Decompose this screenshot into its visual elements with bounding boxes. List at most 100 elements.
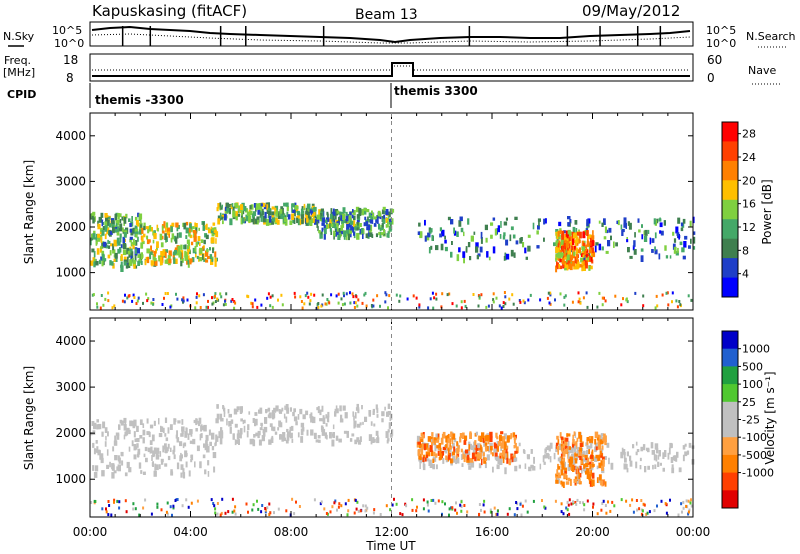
colorbar-tick-label: 1000 (742, 343, 770, 356)
range-cell (654, 232, 657, 239)
range-cell (319, 233, 322, 239)
range-cell (590, 457, 593, 462)
range-cell (644, 229, 648, 236)
range-cell (651, 238, 655, 243)
range-cell (119, 235, 122, 243)
noise-cell (317, 302, 320, 305)
range-cell (557, 448, 559, 455)
range-cell (297, 215, 300, 221)
noise-cell (273, 511, 275, 515)
range-cell (379, 227, 382, 232)
range-cell (424, 219, 426, 226)
range-cell (214, 251, 217, 258)
range-cell (217, 215, 222, 221)
noise-cell (91, 293, 94, 297)
range-cell (205, 223, 208, 230)
range-cell (353, 425, 356, 429)
range-cell (156, 224, 159, 231)
noise-cell (166, 501, 169, 505)
noise-cell (214, 511, 217, 515)
range-cell (211, 432, 215, 440)
noise-cell (578, 297, 581, 301)
range-cell (555, 479, 559, 484)
range-cell (503, 433, 507, 440)
range-cell (467, 449, 471, 456)
noise-cell (426, 500, 429, 504)
noise-cell (113, 498, 116, 502)
range-cell (441, 229, 445, 237)
range-cell (129, 248, 132, 253)
range-cell (142, 429, 146, 436)
range-cell (576, 451, 579, 456)
range-cell (493, 448, 497, 453)
range-cell (588, 265, 591, 271)
range-cell (289, 426, 292, 432)
range-cell (503, 232, 506, 237)
colorbar-segment (722, 160, 738, 181)
range-cell (553, 242, 556, 247)
range-cell (120, 254, 123, 261)
range-cell (150, 446, 153, 454)
noise-cell (661, 293, 664, 297)
noise-cell (527, 298, 530, 302)
range-cell (462, 251, 466, 258)
range-cell (476, 255, 479, 260)
range-cell (692, 231, 696, 235)
range-cell (189, 234, 193, 239)
range-cell (514, 434, 517, 439)
range-cell (354, 439, 358, 445)
range-cell (206, 249, 209, 253)
range-cell (192, 438, 196, 445)
range-cell (449, 445, 452, 450)
range-cell (506, 457, 509, 464)
range-cell (576, 466, 579, 474)
noise-cell (441, 292, 444, 296)
cpid-segment-1: themis -3300 (95, 93, 184, 107)
range-cell (183, 442, 187, 447)
range-cell (100, 457, 104, 464)
range-cell (243, 206, 247, 212)
range-cell (203, 239, 206, 245)
range-cell (187, 249, 189, 255)
range-cell (484, 436, 488, 442)
noise-cell (264, 507, 267, 510)
range-cell (259, 427, 262, 431)
range-cell (590, 256, 593, 262)
range-cell (468, 465, 472, 470)
range-cell (592, 472, 595, 479)
range-cell (232, 206, 235, 212)
noise-cell (687, 499, 690, 503)
range-cell (593, 456, 598, 462)
beam-title: Beam 13 (355, 7, 418, 23)
range-cell (505, 448, 508, 454)
range-cell (160, 251, 164, 258)
range-cell (149, 440, 153, 445)
range-cell (136, 247, 140, 254)
range-cell (334, 411, 337, 417)
range-cell (283, 437, 287, 442)
range-cell (172, 253, 175, 260)
range-cell (171, 233, 175, 240)
range-cell (575, 254, 578, 260)
range-cell (168, 234, 170, 238)
range-cell (149, 251, 153, 255)
range-cell (247, 424, 250, 431)
range-cell (560, 461, 564, 465)
range-cell (211, 231, 215, 237)
range-cell (137, 222, 140, 227)
noise-cell (340, 297, 343, 301)
range-cell (332, 424, 335, 430)
range-cell (337, 233, 341, 240)
range-cell (95, 261, 99, 266)
noise-cell (429, 297, 432, 301)
range-cell (112, 249, 116, 254)
range-cell (120, 265, 124, 272)
range-cell (205, 234, 209, 240)
noise-cell (656, 304, 659, 308)
range-cell (591, 463, 595, 467)
range-cell (234, 423, 238, 428)
range-cell (162, 249, 166, 256)
noise-cell (343, 302, 346, 306)
noise-cell (660, 499, 663, 503)
range-cell (671, 464, 674, 468)
